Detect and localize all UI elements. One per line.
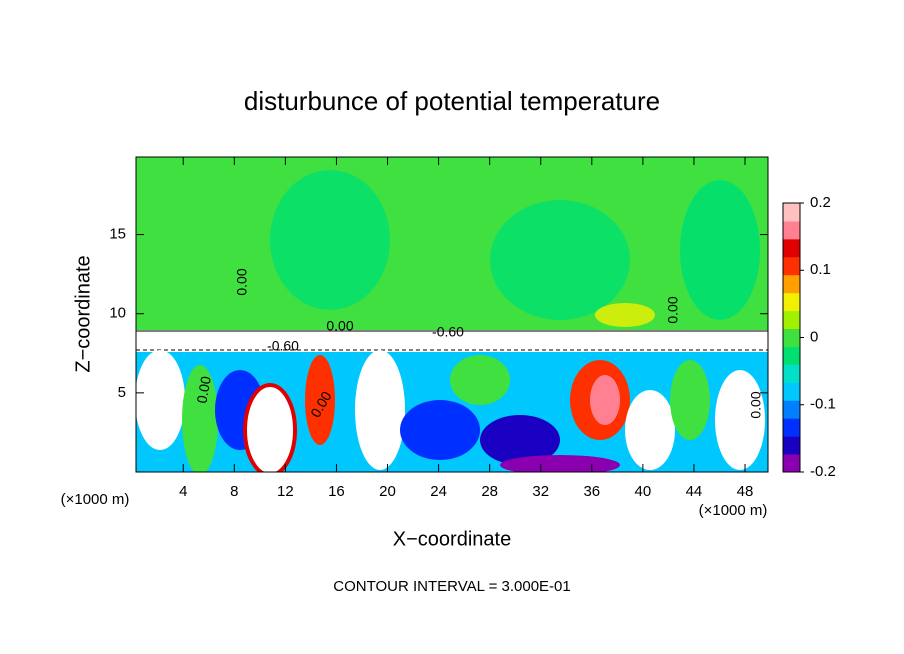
colorbar-swatch (783, 328, 800, 347)
colorbar-swatch (783, 418, 800, 437)
y-tick-label: 15 (109, 226, 126, 243)
chart-title: disturbunce of potential temperature (244, 86, 660, 116)
colorbar-tick-label: 0.2 (810, 194, 831, 211)
x-axis-label: X−coordinate (393, 528, 511, 550)
x-tick-label: 44 (686, 483, 703, 500)
colorbar-tick-label: 0.1 (810, 261, 831, 278)
colorbar-tick-label: -0.1 (810, 396, 836, 413)
colorbar-tick-label: -0.2 (810, 463, 836, 480)
y-axis-label: Z−coordinate (72, 255, 94, 372)
contour-field (136, 157, 768, 472)
colorbar-swatch (783, 382, 800, 401)
x-tick-label: 36 (583, 483, 600, 500)
x-tick-label: 28 (481, 483, 498, 500)
x-tick-label: 12 (277, 483, 294, 500)
x-tick-label: 20 (379, 483, 396, 500)
colorbar-swatch (783, 203, 800, 222)
x-tick-label: 24 (430, 483, 447, 500)
x-tick-label: 48 (737, 483, 754, 500)
colorbar-swatch (783, 364, 800, 383)
contour-label: 0.00 (748, 391, 764, 418)
x-tick-label: 4 (179, 483, 187, 500)
plot-frame (135, 156, 769, 473)
colorbar-swatch (783, 310, 800, 330)
colorbar-tick-label: 0 (810, 328, 818, 345)
x-unit-right: (×1000 m) (699, 502, 768, 519)
colorbar-swatch (783, 346, 800, 365)
y-tick-label: 5 (118, 384, 126, 401)
contour-label: -0.60 (432, 324, 464, 340)
contour-label: 0.00 (326, 318, 353, 334)
footer: CONTOUR INTERVAL = 3.000E-01 (333, 578, 570, 595)
colorbar-swatch (783, 220, 800, 240)
x-tick-label: 40 (635, 483, 652, 500)
y-tick-label: 10 (109, 305, 126, 322)
colorbar-swatch (783, 454, 800, 473)
contour-label: 0.00 (193, 375, 214, 405)
contour-label: 0.00 (234, 268, 250, 295)
contour-label: -0.60 (267, 338, 299, 354)
colorbar-swatch (783, 256, 800, 276)
colorbar-swatch (783, 238, 800, 258)
x-tick-label: 32 (532, 483, 549, 500)
colorbar-swatch (783, 274, 800, 294)
x-tick-label: 8 (230, 483, 238, 500)
x-unit: (×1000 m) (61, 491, 130, 508)
contour-label: 0.00 (665, 296, 681, 323)
x-tick-label: 16 (328, 483, 345, 500)
colorbar-swatch (783, 400, 800, 419)
colorbar-swatch (783, 292, 800, 312)
colorbar-swatch (783, 436, 800, 455)
